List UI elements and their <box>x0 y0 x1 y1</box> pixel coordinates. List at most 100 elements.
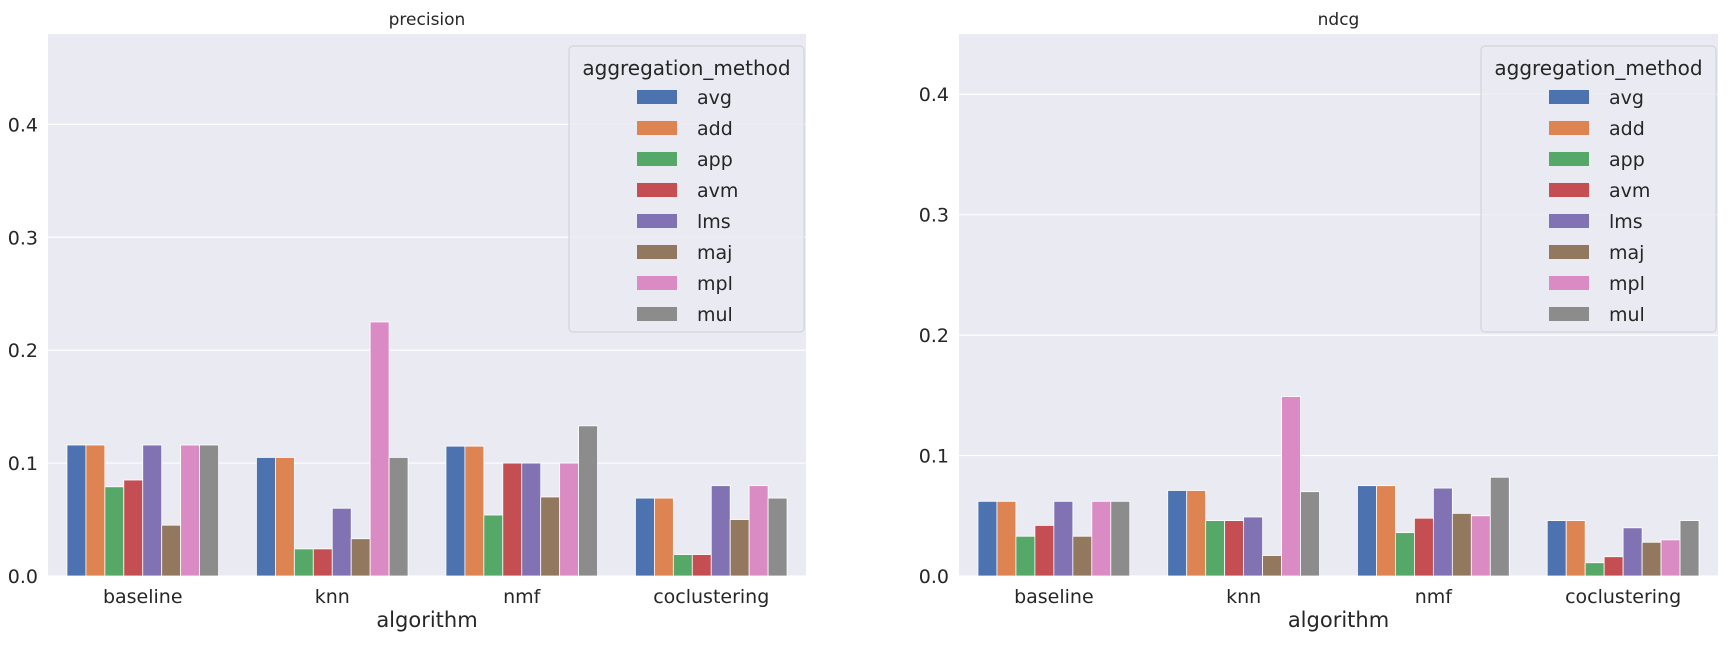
legend-label-maj: maj <box>1609 242 1644 264</box>
legend-swatch-avm <box>637 183 677 197</box>
bar-nmf-add <box>1376 485 1396 577</box>
bar-coclustering-mpl <box>1660 539 1681 577</box>
legend-swatch-avm <box>1549 183 1589 197</box>
bar-baseline-mul <box>1110 500 1131 577</box>
bar-nmf-maj <box>1451 512 1472 577</box>
legend-swatch-add <box>637 121 677 135</box>
bar-knn-maj <box>350 538 371 577</box>
legend-label-add: add <box>1609 118 1645 140</box>
bar-baseline-app <box>1015 535 1036 577</box>
bar-baseline-avg <box>977 500 998 577</box>
legend-swatch-avg <box>1549 90 1589 104</box>
bar-knn-maj <box>1262 555 1282 577</box>
bar-nmf-mul <box>1489 476 1510 577</box>
legend-swatch-mul <box>637 307 677 321</box>
legend-swatch-mul <box>1549 307 1589 321</box>
legend-label-app: app <box>697 149 733 171</box>
bar-nmf-mpl <box>559 462 580 577</box>
bar-baseline-lms <box>142 444 163 577</box>
x-tick-label: baseline <box>1014 586 1094 608</box>
bar-knn-add <box>274 457 295 577</box>
legend-box <box>1480 45 1717 333</box>
y-tick-label: 0.4 <box>919 84 949 106</box>
bar-nmf-lms <box>1432 487 1453 577</box>
x-axis-label: algorithm <box>1288 608 1389 632</box>
bar-coclustering-avg <box>635 497 655 577</box>
chart-title: ndcg <box>1318 10 1360 30</box>
chart-panel-precision: 0.0 0.1 0.2 0.3 0.4 baseline knn nmf coclusterin… <box>8 10 806 632</box>
legend-swatch-lms <box>1549 214 1589 228</box>
bar-nmf-app <box>483 514 504 577</box>
bar-baseline-mpl <box>1091 500 1112 577</box>
legend-label-avm: avm <box>1609 180 1650 202</box>
bar-baseline-maj <box>161 524 182 577</box>
bar-nmf-app <box>1395 532 1415 577</box>
y-tick-label: 0.2 <box>8 340 38 362</box>
bar-knn-avm <box>1224 520 1245 577</box>
x-tick-label: nmf <box>503 586 542 608</box>
bar-baseline-avm <box>123 479 144 577</box>
legend-label-mul: mul <box>697 304 733 326</box>
bar-baseline-add <box>85 444 106 577</box>
bar-knn-avg <box>1167 490 1188 577</box>
bar-coclustering-maj <box>729 519 750 577</box>
legend-label-lms: lms <box>697 211 731 233</box>
bar-coclustering-add <box>654 497 674 577</box>
bar-coclustering-mpl <box>748 485 769 577</box>
bar-coclustering-maj <box>1641 541 1662 577</box>
legend-label-app: app <box>1609 149 1645 171</box>
legend-swatch-lms <box>637 214 677 228</box>
legend-label-mul: mul <box>1609 304 1645 326</box>
bar-coclustering-app <box>1584 562 1605 577</box>
chart-panel-ndcg: 0.0 0.1 0.2 0.3 0.4 baseline knn nmf coclusterin… <box>919 10 1718 632</box>
legend-label-avg: avg <box>697 87 732 109</box>
bar-baseline-mpl <box>180 444 200 577</box>
legend-title: aggregation_method <box>1494 56 1702 80</box>
bar-coclustering-avm <box>1603 556 1624 577</box>
bar-coclustering-lms <box>1622 527 1643 577</box>
bar-baseline-add <box>996 500 1017 577</box>
bar-nmf-lms <box>521 462 542 577</box>
legend-label-avg: avg <box>1609 87 1644 109</box>
bar-nmf-add <box>464 445 485 577</box>
x-tick-label: nmf <box>1415 586 1454 608</box>
x-tick-label: coclustering <box>1565 586 1681 608</box>
bar-knn-mpl <box>1281 396 1301 577</box>
legend-swatch-mpl <box>1549 276 1589 290</box>
bar-nmf-mul <box>578 425 598 577</box>
legend-swatch-app <box>1549 152 1589 166</box>
legend-label-mpl: mpl <box>697 273 733 295</box>
bar-knn-lms <box>1243 516 1264 577</box>
x-axis-label: algorithm <box>376 608 477 632</box>
y-tick-label: 0.3 <box>8 227 38 249</box>
bar-baseline-app <box>104 486 125 577</box>
legend-title: aggregation_method <box>582 56 790 80</box>
bar-coclustering-mul <box>1679 520 1700 577</box>
bar-baseline-lms <box>1053 500 1074 577</box>
y-tick-label: 0.3 <box>919 205 949 227</box>
y-tick-label: 0.0 <box>8 566 38 588</box>
bar-knn-mul <box>388 457 409 577</box>
bar-baseline-maj <box>1072 535 1093 577</box>
legend-swatch-avg <box>637 90 677 104</box>
legend-label-avm: avm <box>697 180 738 202</box>
bar-nmf-mpl <box>1470 515 1491 577</box>
legend-label-add: add <box>697 118 733 140</box>
x-tick-label: coclustering <box>653 586 769 608</box>
y-tick-label: 0.4 <box>8 114 38 136</box>
bar-coclustering-add <box>1565 520 1586 577</box>
bar-nmf-avm <box>502 462 523 577</box>
bar-baseline-avg <box>66 444 87 577</box>
y-tick-label: 0.1 <box>919 446 949 468</box>
bar-knn-add <box>1186 490 1207 577</box>
bar-knn-mpl <box>369 321 390 577</box>
bar-knn-avm <box>312 548 333 577</box>
x-tick-label: knn <box>1226 586 1261 608</box>
bar-knn-lms <box>331 507 352 577</box>
legend-label-maj: maj <box>697 242 732 264</box>
y-tick-label: 0.2 <box>919 325 949 347</box>
legend-label-mpl: mpl <box>1609 273 1645 295</box>
legend-label-lms: lms <box>1609 211 1643 233</box>
